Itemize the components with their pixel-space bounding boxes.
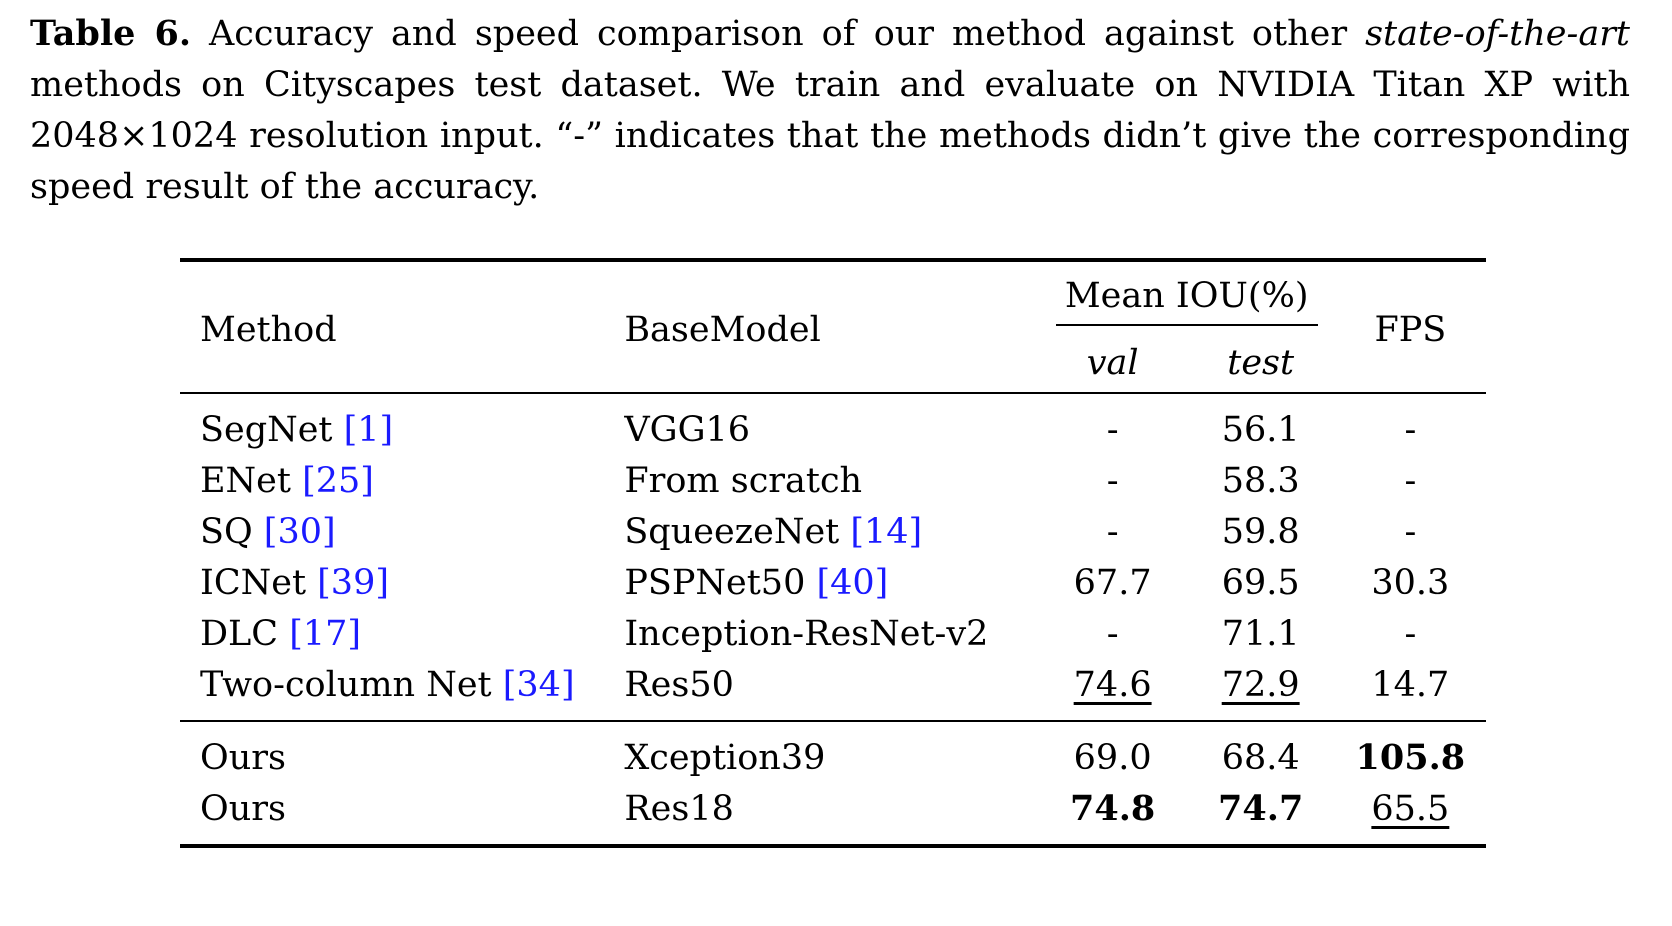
val-cell: 69.0	[1073, 737, 1152, 778]
method-cell: DLC [17]	[180, 608, 624, 659]
fps-cell: -	[1404, 511, 1417, 552]
table-row: SQ [30] SqueezeNet [14] - 59.8 -	[180, 506, 1486, 557]
header-mean-iou-cell: Mean IOU(%)	[1039, 260, 1335, 334]
test-cell: 72.9	[1187, 659, 1335, 721]
method-name: SQ	[200, 511, 264, 552]
val-cell: -	[1106, 613, 1119, 654]
caption-text-1: Accuracy and speed comparison of our met…	[191, 14, 1366, 54]
basemodel-cell: Res50	[624, 664, 734, 705]
val-cell: 74.6	[1039, 659, 1187, 721]
citation-link[interactable]: [14]	[850, 511, 923, 552]
fps-cell: 14.7	[1371, 664, 1450, 705]
method-name: Two-column Net	[200, 664, 503, 705]
table-row-ours: Ours Xception39 69.0 68.4 105.8	[180, 721, 1486, 783]
method-name: ENet	[200, 460, 303, 501]
method-name: SegNet	[200, 409, 344, 450]
method-cell: ENet [25]	[180, 455, 624, 506]
method-name: DLC	[200, 613, 290, 654]
method-cell: SegNet [1]	[180, 393, 624, 455]
citation-link[interactable]: [17]	[289, 613, 362, 654]
fps-cell: 65.5	[1335, 783, 1486, 846]
method-cell: Ours	[200, 788, 286, 829]
basemodel-cell: Inception-ResNet-v2	[624, 613, 989, 654]
table-row: Two-column Net [34] Res50 74.6 72.9 14.7	[180, 659, 1486, 721]
fps-cell: -	[1404, 460, 1417, 501]
table-row: ICNet [39] PSPNet50 [40] 67.7 69.5 30.3	[180, 557, 1486, 608]
basemodel-cell: SqueezeNet [14]	[624, 506, 1038, 557]
second-best-value: 74.6	[1073, 664, 1152, 705]
citation-link[interactable]: [39]	[317, 562, 389, 603]
fps-cell: 105.8	[1335, 721, 1486, 783]
results-table-container: Method BaseModel Mean IOU(%) FPS val tes…	[180, 258, 1486, 848]
test-cell: 68.4	[1221, 737, 1300, 778]
method-name: ICNet	[200, 562, 318, 603]
val-cell: -	[1106, 460, 1119, 501]
fps-cell: -	[1404, 613, 1417, 654]
citation-link[interactable]: [25]	[302, 460, 374, 501]
caption-label: Table 6.	[30, 13, 192, 54]
header-mean-iou: Mean IOU(%)	[1055, 276, 1318, 326]
caption-italic: state-of-the-art	[1365, 14, 1630, 54]
basemodel-name: PSPNet50	[624, 562, 817, 603]
test-cell: 56.1	[1221, 409, 1300, 450]
second-best-value: 72.9	[1221, 664, 1300, 705]
val-cell: -	[1106, 409, 1119, 450]
table-row: ENet [25] From scratch - 58.3 -	[180, 455, 1486, 506]
test-cell: 59.8	[1221, 511, 1300, 552]
table-caption: Table 6. Accuracy and speed comparison o…	[30, 8, 1630, 213]
val-cell: -	[1106, 511, 1119, 552]
method-cell: SQ [30]	[180, 506, 624, 557]
header-row-1: Method BaseModel Mean IOU(%) FPS	[180, 260, 1486, 350]
second-best-value: 65.5	[1371, 788, 1450, 829]
val-cell: 67.7	[1073, 562, 1152, 603]
best-value: 74.8	[1070, 788, 1156, 829]
header-test: test	[1227, 343, 1295, 383]
basemodel-cell: VGG16	[624, 409, 751, 450]
method-cell: Ours	[200, 737, 286, 778]
header-basemodel: BaseModel	[624, 310, 821, 350]
header-row-2: val test	[180, 334, 1486, 393]
val-cell: 74.8	[1039, 783, 1187, 846]
table-row-ours: Ours Res18 74.8 74.7 65.5	[180, 783, 1486, 846]
basemodel-cell: Xception39	[624, 737, 826, 778]
fps-cell: 30.3	[1371, 562, 1450, 603]
table-row: SegNet [1] VGG16 - 56.1 -	[180, 393, 1486, 455]
method-cell: ICNet [39]	[180, 557, 624, 608]
citation-link[interactable]: [30]	[263, 511, 336, 552]
fps-cell: -	[1404, 409, 1417, 450]
test-cell: 71.1	[1221, 613, 1300, 654]
header-method: Method	[200, 310, 337, 350]
basemodel-name: SqueezeNet	[624, 511, 851, 552]
citation-link[interactable]: [34]	[502, 664, 575, 705]
basemodel-cell: Res18	[624, 788, 734, 829]
table-row: DLC [17] Inception-ResNet-v2 - 71.1 -	[180, 608, 1486, 659]
results-table: Method BaseModel Mean IOU(%) FPS val tes…	[180, 258, 1486, 848]
test-cell: 69.5	[1221, 562, 1300, 603]
best-value: 74.7	[1218, 788, 1304, 829]
test-cell: 58.3	[1221, 460, 1300, 501]
test-cell: 74.7	[1187, 783, 1335, 846]
basemodel-cell: PSPNet50 [40]	[624, 557, 1038, 608]
header-fps: FPS	[1374, 310, 1447, 350]
method-cell: Two-column Net [34]	[180, 659, 624, 721]
best-value: 105.8	[1355, 737, 1466, 778]
header-val: val	[1086, 343, 1139, 383]
basemodel-cell: From scratch	[624, 460, 863, 501]
caption-text-2: methods on Cityscapes test dataset. We t…	[30, 65, 1630, 207]
citation-link[interactable]: [1]	[343, 409, 394, 450]
citation-link[interactable]: [40]	[816, 562, 889, 603]
